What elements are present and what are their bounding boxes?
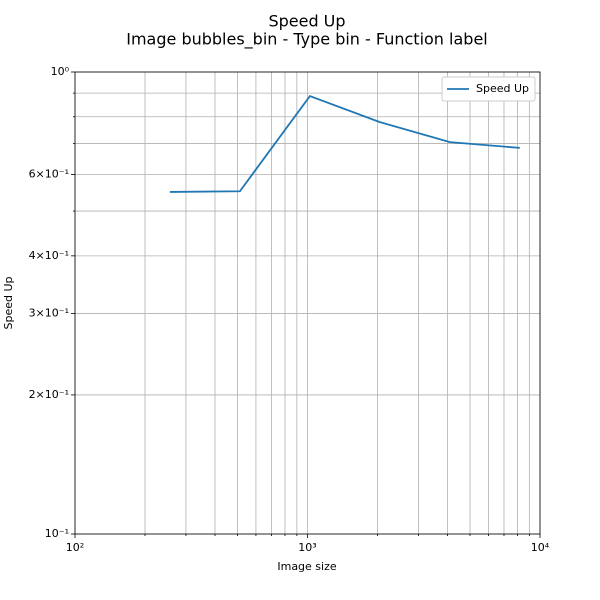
y-tick-label: 4×10⁻¹ bbox=[29, 249, 69, 262]
y-tick-label: 3×10⁻¹ bbox=[29, 307, 69, 320]
x-tick-label: 10⁴ bbox=[531, 541, 550, 554]
y-axis-label: Speed Up bbox=[2, 276, 15, 329]
x-axis-label: Image size bbox=[277, 560, 337, 573]
y-tick-label: 6×10⁻¹ bbox=[29, 167, 69, 180]
y-tick-label: 2×10⁻¹ bbox=[29, 388, 69, 401]
x-tick-label: 10² bbox=[66, 541, 84, 554]
data-line bbox=[169, 94, 520, 193]
y-tick-label: 10⁻¹ bbox=[45, 527, 69, 540]
chart-title: Speed Up bbox=[268, 12, 345, 31]
y-tick-label: 10⁰ bbox=[51, 65, 70, 78]
chart-subtitle: Image bubbles_bin - Type bin - Function … bbox=[126, 30, 487, 50]
x-tick-label: 10³ bbox=[298, 541, 316, 554]
legend-box bbox=[441, 76, 536, 102]
legend-label: Speed Up bbox=[476, 82, 529, 95]
plot-frame bbox=[74, 71, 541, 535]
